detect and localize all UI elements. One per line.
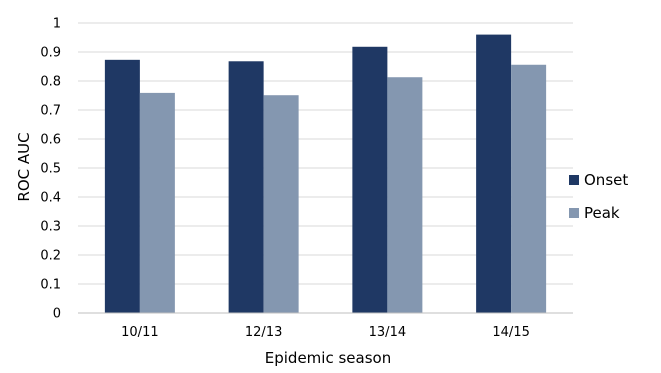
y-tick-label: 0.6 xyxy=(40,133,61,148)
bar-onset-13-14 xyxy=(352,46,388,313)
bar-peak-14-15 xyxy=(511,64,547,313)
y-tick-label: 1 xyxy=(53,17,61,32)
bar-peak-10-11 xyxy=(139,92,175,313)
y-tick-label: 0.3 xyxy=(40,220,61,235)
x-axis-title: Epidemic season xyxy=(265,349,391,367)
legend-item-peak: Peak xyxy=(569,204,620,222)
y-tick-label: 0.7 xyxy=(40,104,61,119)
legend-item-onset: Onset xyxy=(569,171,628,189)
bar-onset-12-13 xyxy=(228,61,264,313)
bar-peak-13-14 xyxy=(387,77,423,313)
y-tick-label: 0 xyxy=(53,307,61,322)
x-tick-label: 12/13 xyxy=(245,325,282,340)
bar-onset-10-11 xyxy=(104,59,140,313)
bar-peak-12-13 xyxy=(263,95,299,314)
y-tick-label: 0.2 xyxy=(40,249,61,264)
legend: Onset Peak xyxy=(569,171,628,222)
legend-label-onset: Onset xyxy=(584,171,628,189)
x-tick-label: 13/14 xyxy=(369,325,406,340)
axes: 0 0.1 0.2 0.3 0.4 0.5 0.6 0.7 0.8 0.9 1 10/11 12/13 1… xyxy=(40,17,573,340)
y-tick-label: 0.8 xyxy=(40,75,61,90)
y-axis-title: ROC AUC xyxy=(15,132,33,201)
x-tick-label: 14/15 xyxy=(492,325,529,340)
x-tick-label: 10/11 xyxy=(121,325,158,340)
bars xyxy=(104,34,547,314)
legend-swatch-peak xyxy=(569,208,579,218)
legend-label-peak: Peak xyxy=(584,204,620,222)
bar-onset-14-15 xyxy=(476,34,512,313)
y-tick-label: 0.5 xyxy=(40,162,61,177)
y-tick-label: 0.1 xyxy=(40,278,61,293)
y-tick-label: 0.9 xyxy=(40,46,61,61)
y-tick-label: 0.4 xyxy=(40,191,61,206)
legend-swatch-onset xyxy=(569,175,579,185)
